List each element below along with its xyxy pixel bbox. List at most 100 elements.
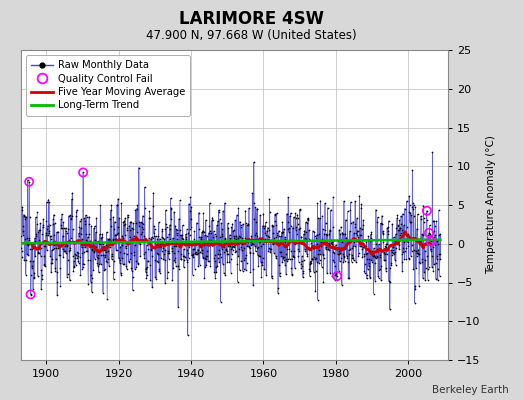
Point	[418, 231, 426, 238]
Point	[91, 256, 99, 262]
Point	[242, 252, 250, 258]
Point	[336, 237, 345, 244]
Point	[127, 268, 136, 274]
Point	[335, 268, 343, 274]
Point	[118, 233, 126, 239]
Point	[282, 246, 291, 252]
Point	[287, 265, 296, 271]
Point	[201, 264, 210, 271]
Point	[203, 248, 211, 254]
Point	[391, 262, 400, 268]
Point	[363, 275, 371, 282]
Point	[120, 261, 128, 267]
Point	[331, 262, 339, 269]
Point	[417, 240, 425, 246]
Point	[90, 223, 99, 229]
Point	[396, 225, 404, 231]
Point	[275, 240, 283, 246]
Point	[199, 255, 208, 262]
Point	[32, 233, 40, 240]
Point	[408, 167, 417, 174]
Point	[70, 264, 79, 270]
Point	[381, 244, 390, 250]
Point	[180, 253, 189, 259]
Point	[324, 242, 333, 249]
Point	[142, 274, 150, 281]
Point	[69, 268, 78, 274]
Point	[154, 258, 162, 265]
Point	[128, 287, 137, 293]
Point	[333, 273, 341, 279]
Point	[237, 224, 246, 230]
Point	[231, 244, 239, 250]
Point	[185, 232, 194, 238]
Point	[325, 247, 333, 253]
Point	[100, 266, 108, 272]
Point	[416, 259, 424, 266]
Point	[93, 260, 102, 266]
Point	[89, 266, 97, 273]
Point	[110, 269, 118, 275]
Point	[418, 256, 427, 262]
Point	[29, 258, 38, 264]
Point	[111, 218, 119, 225]
Point	[313, 258, 321, 265]
Point	[58, 240, 67, 246]
Point	[384, 228, 392, 235]
Point	[322, 244, 330, 250]
Point	[308, 256, 316, 262]
Point	[329, 257, 337, 264]
Point	[182, 234, 190, 240]
Point	[22, 257, 30, 263]
Point	[341, 245, 350, 252]
Point	[225, 232, 234, 238]
Point	[275, 233, 283, 239]
Point	[143, 242, 151, 248]
Point	[320, 255, 328, 261]
Point	[282, 251, 290, 257]
Point	[429, 244, 437, 250]
Point	[371, 277, 379, 284]
Point	[405, 208, 413, 215]
Point	[191, 265, 199, 272]
Point	[124, 258, 133, 264]
Point	[157, 247, 166, 254]
Point	[398, 251, 406, 257]
Point	[91, 244, 100, 250]
Point	[78, 244, 86, 250]
Point	[126, 234, 134, 240]
Point	[389, 244, 397, 251]
Point	[102, 249, 110, 256]
Point	[22, 214, 30, 220]
Point	[241, 235, 249, 242]
Point	[277, 230, 286, 237]
Point	[142, 266, 150, 273]
Point	[305, 266, 313, 272]
Point	[96, 246, 105, 252]
Point	[253, 233, 261, 239]
Point	[398, 267, 407, 274]
Point	[18, 204, 27, 210]
Point	[212, 269, 221, 275]
Point	[389, 250, 397, 256]
Point	[271, 212, 279, 218]
Point	[40, 253, 48, 260]
Point	[379, 228, 387, 235]
Point	[428, 253, 436, 260]
Point	[377, 277, 385, 284]
Point	[158, 234, 166, 241]
Point	[168, 276, 177, 283]
Point	[263, 238, 271, 245]
Point	[149, 235, 157, 241]
Point	[351, 198, 359, 204]
Point	[365, 260, 373, 266]
Point	[127, 265, 136, 271]
Point	[74, 257, 82, 264]
Point	[362, 250, 370, 257]
Point	[97, 252, 105, 258]
Point	[303, 215, 312, 222]
Point	[19, 231, 27, 238]
Point	[144, 257, 152, 264]
Point	[289, 253, 297, 260]
Point	[161, 280, 169, 286]
